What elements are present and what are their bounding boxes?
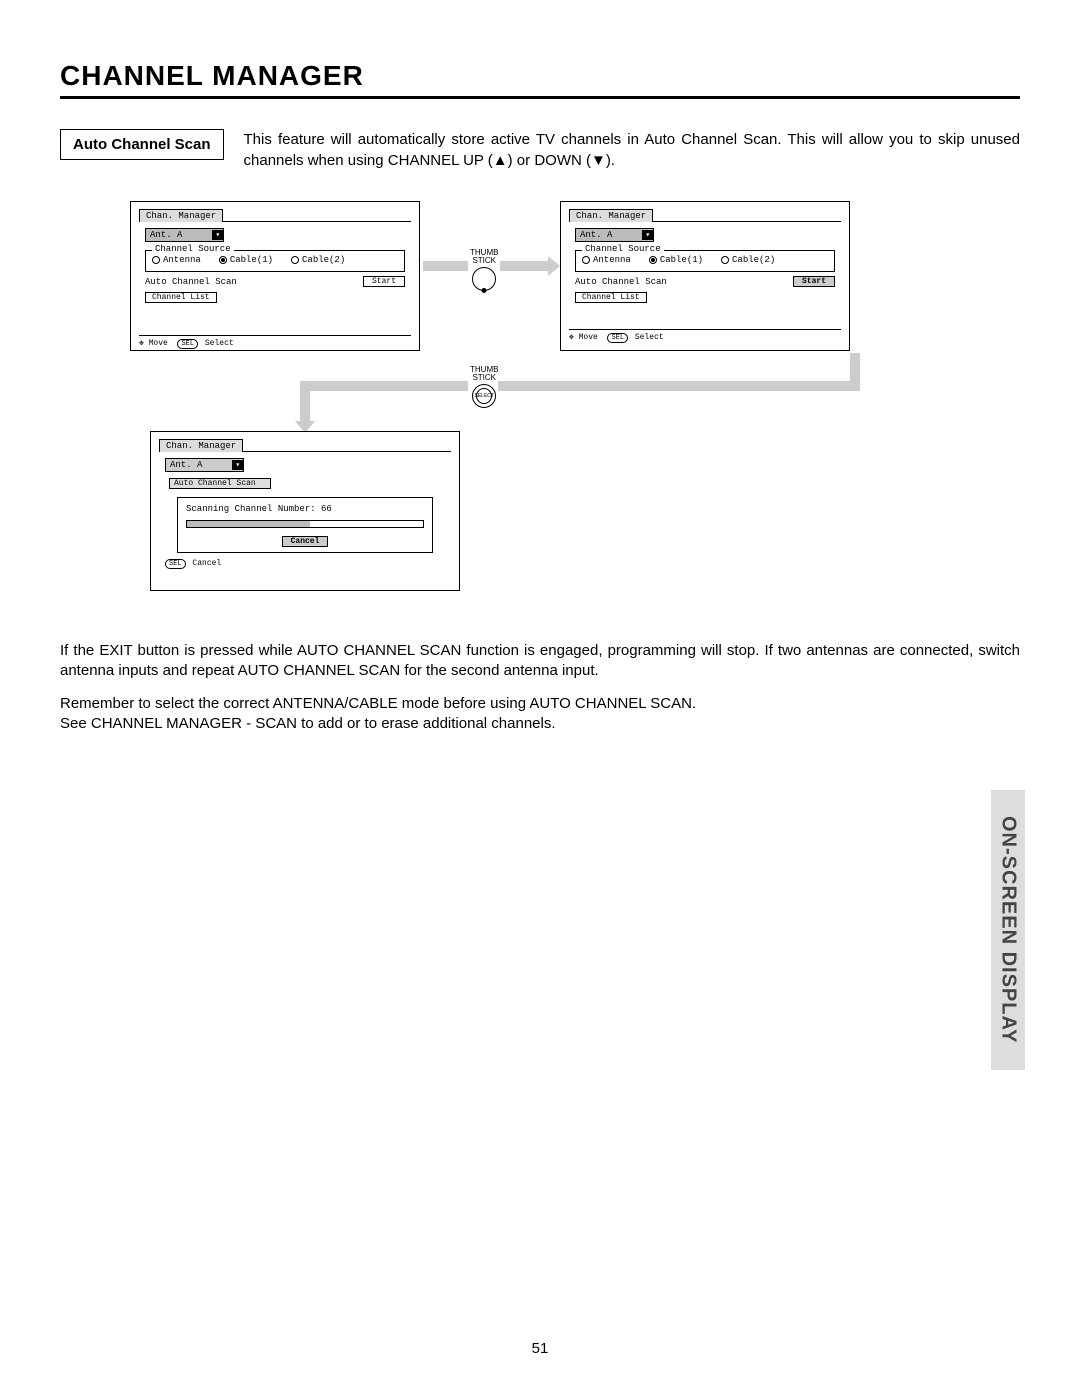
arrow-icon bbox=[300, 381, 310, 423]
osd1-start-button[interactable]: Start bbox=[363, 276, 405, 287]
hint-sel-pill: SEL bbox=[607, 333, 628, 343]
arrow-icon bbox=[500, 261, 550, 271]
osd1-autoscan-label: Auto Channel Scan bbox=[145, 277, 237, 287]
osd3-cancel-button[interactable]: Cancel bbox=[282, 536, 329, 547]
osd3-hint: SEL Cancel bbox=[165, 559, 445, 569]
arrow-icon bbox=[850, 353, 860, 383]
osd2-ant-dropdown[interactable]: Ant. A ▾ bbox=[575, 228, 654, 242]
diagram-area: Chan. Manager Ant. A ▾ Channel Source An… bbox=[100, 201, 980, 621]
radio-antenna-label: Antenna bbox=[163, 255, 201, 265]
osd1-ant-label: Ant. A bbox=[146, 229, 212, 241]
page-number: 51 bbox=[0, 1340, 1080, 1357]
hint-select: Select bbox=[635, 333, 664, 342]
hint-move: Move bbox=[149, 339, 168, 348]
thumbstick-select-icon: THUMB STICK SELECT bbox=[470, 366, 498, 408]
osd2-tab: Chan. Manager bbox=[569, 209, 653, 222]
chevron-down-icon: ▾ bbox=[642, 230, 653, 240]
osd2-radio-cable1[interactable]: Cable(1) bbox=[649, 255, 703, 265]
thumbstick-move-icon: THUMB STICK bbox=[470, 249, 498, 291]
chevron-down-icon: ▾ bbox=[232, 460, 243, 470]
arrow-icon bbox=[300, 381, 468, 391]
body-paragraph-3: See CHANNEL MANAGER - SCAN to add or to … bbox=[60, 714, 1020, 734]
thumb-select-text: SELECT bbox=[474, 393, 493, 399]
side-tab: ON-SCREEN DISPLAY bbox=[991, 790, 1025, 1070]
osd1-channel-list[interactable]: Channel List bbox=[145, 292, 217, 303]
osd2-start-button[interactable]: Start bbox=[793, 276, 835, 287]
osd2-source-fieldset: Channel Source Antenna Cable(1) Cable(2) bbox=[575, 250, 835, 272]
hint-sel-pill: SEL bbox=[177, 339, 198, 349]
osd1-radio-antenna[interactable]: Antenna bbox=[152, 255, 201, 265]
chevron-down-icon: ▾ bbox=[212, 230, 223, 240]
radio-cable1-label: Cable(1) bbox=[660, 255, 703, 265]
osd2-radio-antenna[interactable]: Antenna bbox=[582, 255, 631, 265]
intro-row: Auto Channel Scan This feature will auto… bbox=[60, 129, 1020, 171]
arrow-icon bbox=[498, 381, 860, 391]
osd1-radio-cable1[interactable]: Cable(1) bbox=[219, 255, 273, 265]
intro-text: This feature will automatically store ac… bbox=[244, 129, 1020, 171]
osd1-source-fieldset: Channel Source Antenna Cable(1) Cable(2) bbox=[145, 250, 405, 272]
osd1-hint: ✥ Move SEL Select bbox=[139, 335, 411, 349]
osd3-progress-bar bbox=[186, 520, 424, 528]
radio-cable1-label: Cable(1) bbox=[230, 255, 273, 265]
osd-window-1: Chan. Manager Ant. A ▾ Channel Source An… bbox=[130, 201, 420, 351]
hint-cancel: Cancel bbox=[192, 559, 221, 568]
hint-sel-pill: SEL bbox=[165, 559, 186, 569]
arrow-icon bbox=[423, 261, 468, 271]
radio-cable2-label: Cable(2) bbox=[302, 255, 345, 265]
osd1-tab: Chan. Manager bbox=[139, 209, 223, 222]
side-tab-label: ON-SCREEN DISPLAY bbox=[997, 816, 1020, 1043]
osd2-channel-list[interactable]: Channel List bbox=[575, 292, 647, 303]
body-paragraph-1: If the EXIT button is pressed while AUTO… bbox=[60, 641, 1020, 682]
osd3-scanning-text: Scanning Channel Number: 66 bbox=[186, 504, 424, 514]
osd3-ant-dropdown[interactable]: Ant. A ▾ bbox=[165, 458, 244, 472]
osd3-sub-tab: Auto Channel Scan bbox=[169, 478, 271, 489]
section-label-box: Auto Channel Scan bbox=[60, 129, 224, 160]
radio-antenna-label: Antenna bbox=[593, 255, 631, 265]
page-title: CHANNEL MANAGER bbox=[60, 60, 1020, 99]
osd2-source-legend: Channel Source bbox=[582, 244, 664, 254]
osd2-radio-cable2[interactable]: Cable(2) bbox=[721, 255, 775, 265]
osd3-ant-label: Ant. A bbox=[166, 459, 232, 471]
osd1-radio-cable2[interactable]: Cable(2) bbox=[291, 255, 345, 265]
radio-cable2-label: Cable(2) bbox=[732, 255, 775, 265]
osd2-hint: ✥ Move SEL Select bbox=[569, 329, 841, 343]
osd1-ant-dropdown[interactable]: Ant. A ▾ bbox=[145, 228, 224, 242]
hint-move: Move bbox=[579, 333, 598, 342]
osd1-source-legend: Channel Source bbox=[152, 244, 234, 254]
hint-select: Select bbox=[205, 339, 234, 348]
osd2-ant-label: Ant. A bbox=[576, 229, 642, 241]
thumb-label: THUMB STICK bbox=[470, 249, 498, 265]
thumb-label: THUMB STICK bbox=[470, 366, 498, 382]
osd-window-3: Chan. Manager Ant. A ▾ Auto Channel Scan… bbox=[150, 431, 460, 591]
osd3-tab: Chan. Manager bbox=[159, 439, 243, 452]
osd2-autoscan-label: Auto Channel Scan bbox=[575, 277, 667, 287]
osd3-scan-box: Scanning Channel Number: 66 Cancel bbox=[177, 497, 433, 553]
osd-window-2: Chan. Manager Ant. A ▾ Channel Source An… bbox=[560, 201, 850, 351]
body-paragraph-2: Remember to select the correct ANTENNA/C… bbox=[60, 694, 1020, 714]
